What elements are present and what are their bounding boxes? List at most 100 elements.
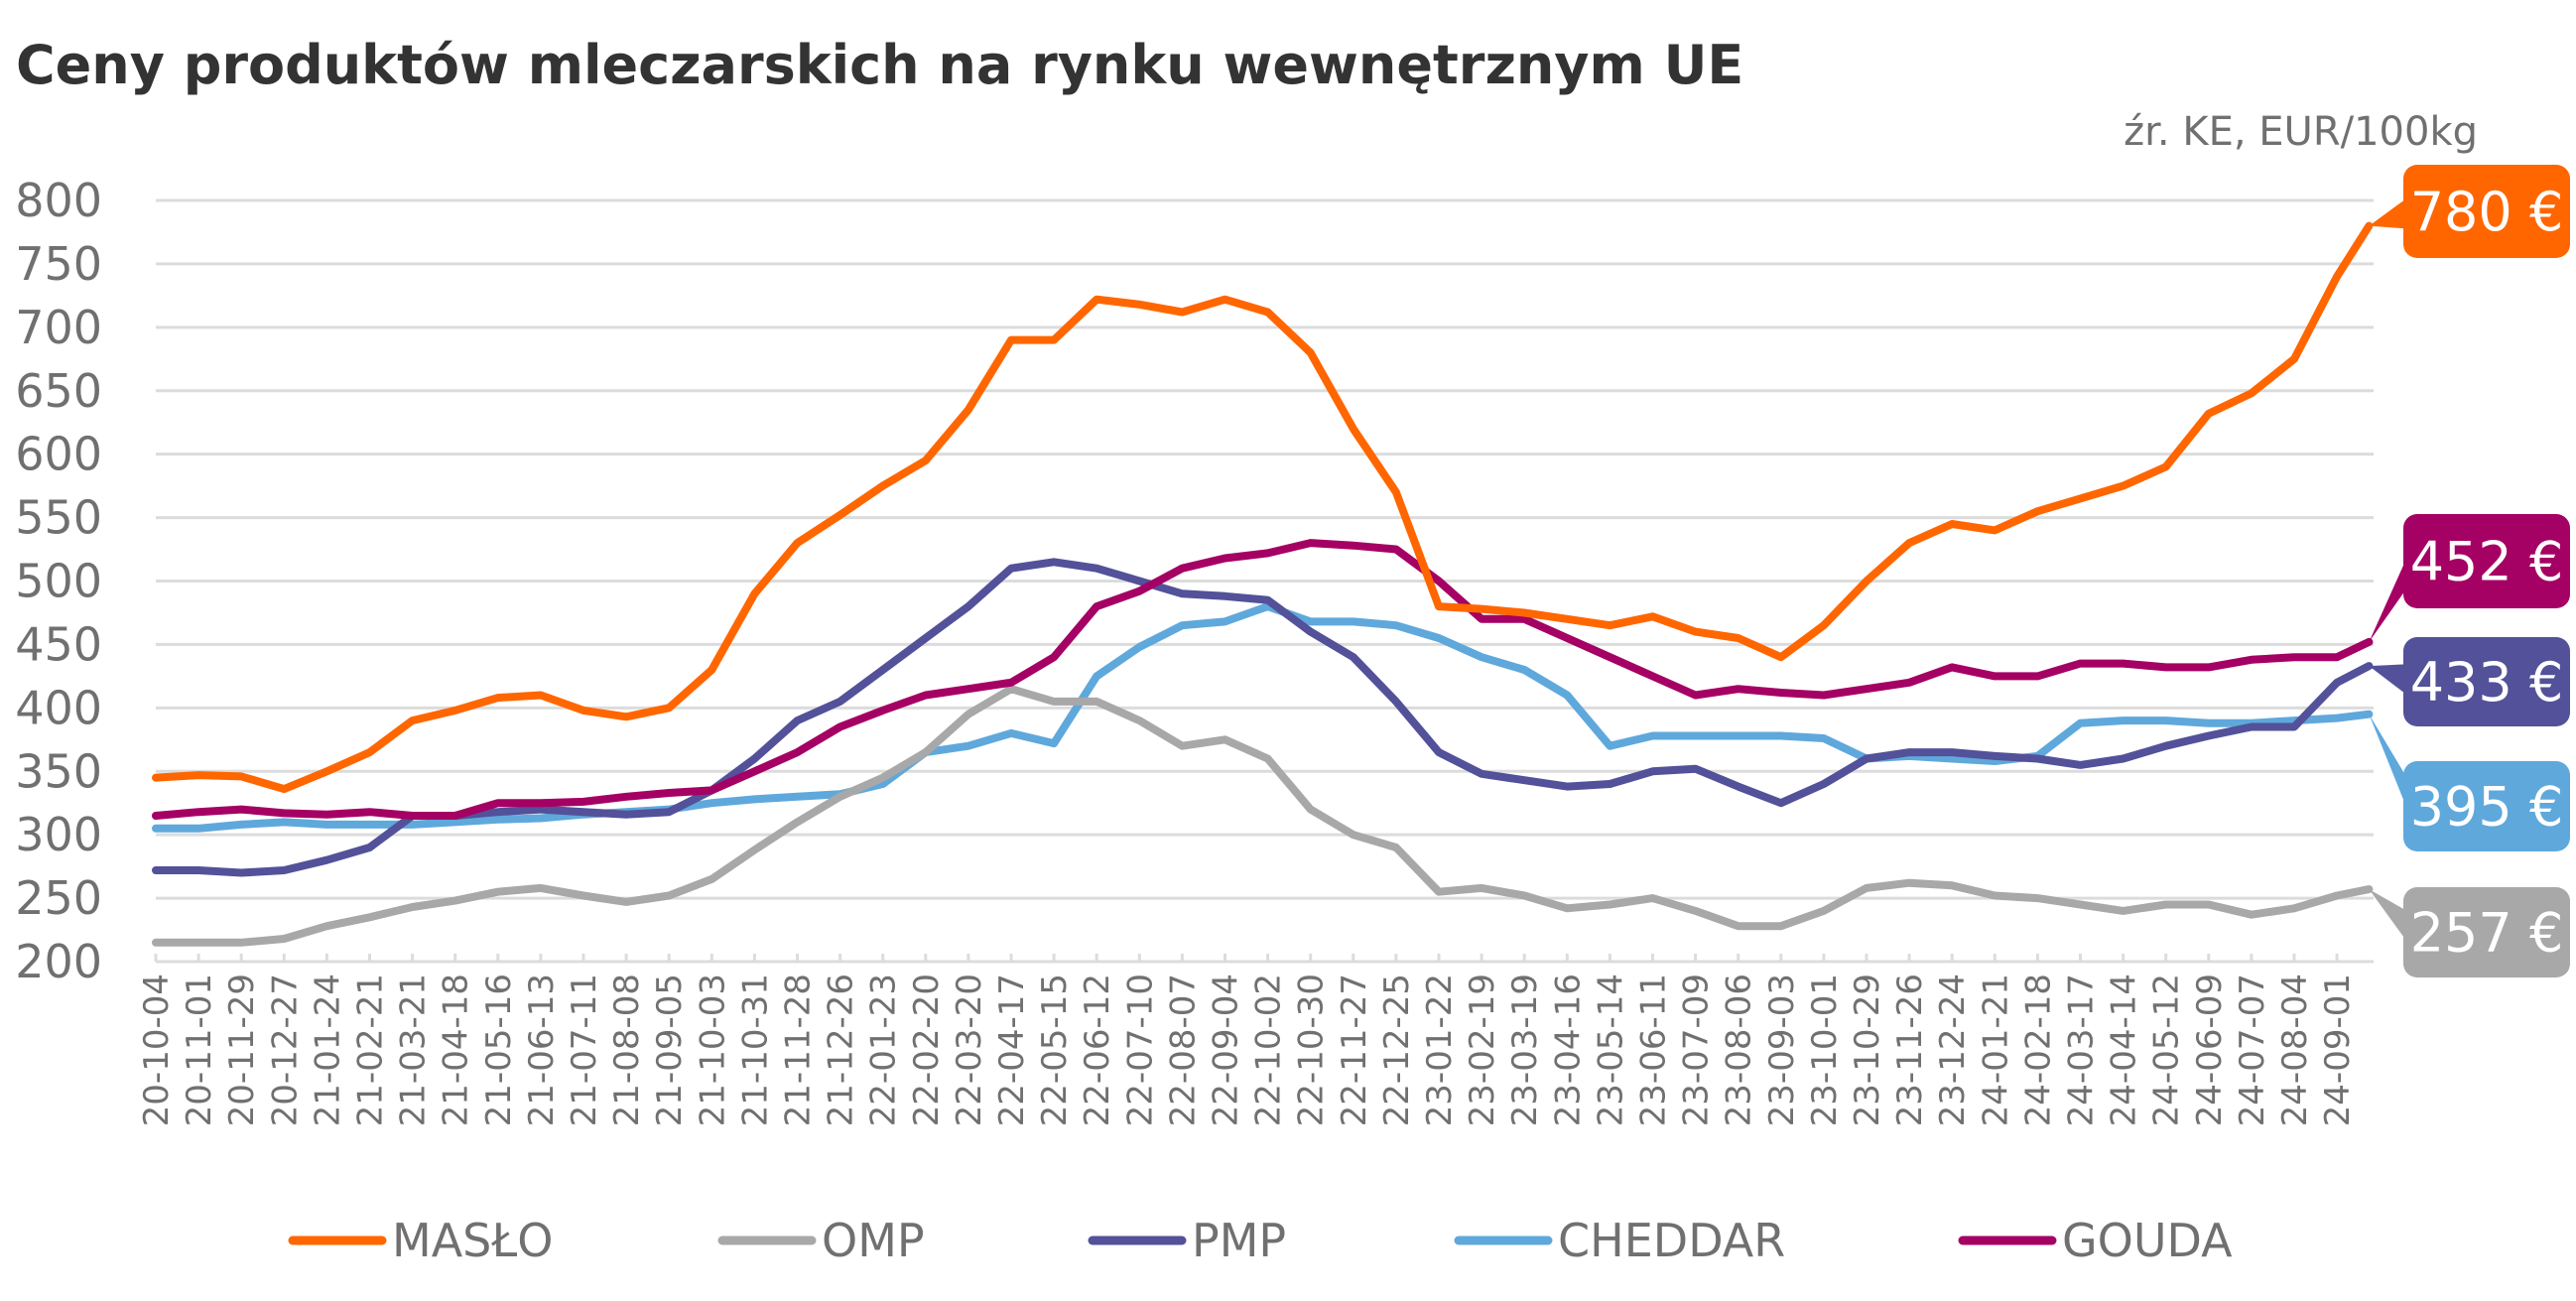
y-tick-label: 600	[15, 428, 102, 481]
x-tick-label: 23-05-14	[1591, 974, 1630, 1126]
x-tick-label: 22-09-04	[1207, 974, 1246, 1126]
end-value-callouts: 780 € 257 € 433 € 395 € 452 €	[2369, 165, 2570, 977]
legend: MASŁO OMP PMP CHEDDAR GOUDA	[288, 1214, 2233, 1267]
callout-gouda: 452 €	[2369, 514, 2570, 642]
x-tick-label: 21-01-24	[308, 974, 347, 1126]
callout-box	[2403, 761, 2570, 851]
x-tick-label: 24-03-17	[2062, 974, 2102, 1126]
series-line-pmp	[152, 558, 2374, 877]
series-line-omp	[152, 685, 2374, 947]
callout-value: 780 €	[2410, 181, 2564, 243]
source-note: źr. KE, EUR/100kg	[2124, 109, 2478, 155]
y-tick-label: 750	[15, 237, 102, 291]
x-tick-label: 23-10-01	[1805, 974, 1845, 1126]
x-tick-label: 22-12-25	[1377, 974, 1417, 1126]
callout-masło: 780 €	[2369, 165, 2570, 258]
x-tick-label: 22-10-02	[1249, 974, 1289, 1126]
series-line-masło	[152, 221, 2374, 794]
x-tick-label: 24-07-07	[2233, 974, 2272, 1126]
x-tick-label: 23-04-16	[1548, 974, 1588, 1126]
x-tick-label: 23-10-29	[1848, 974, 1887, 1126]
legend-label: MASŁO	[392, 1214, 553, 1267]
x-tick-label: 24-06-09	[2190, 974, 2230, 1126]
x-tick-label: 22-11-27	[1335, 974, 1374, 1126]
x-tick-label: 20-10-04	[137, 974, 177, 1126]
x-tick-label: 21-02-21	[351, 974, 391, 1126]
x-tick-label: 21-11-28	[779, 974, 819, 1126]
callout-pointer	[2369, 664, 2413, 700]
gridlines	[156, 198, 2374, 964]
x-tick-label: 23-07-09	[1677, 974, 1717, 1126]
x-tick-label: 23-11-26	[1890, 974, 1930, 1126]
series-line-cheddar	[152, 602, 2374, 833]
legend-item-omp: OMP	[717, 1214, 925, 1267]
x-tick-label: 20-11-01	[180, 974, 219, 1126]
x-tick-label: 21-08-08	[607, 974, 647, 1126]
x-tick-label: 22-01-23	[864, 974, 904, 1126]
x-tick-label: 21-12-26	[822, 974, 861, 1126]
x-tick-label: 23-06-11	[1634, 974, 1674, 1126]
legend-label: GOUDA	[2062, 1214, 2233, 1267]
x-tick-label: 21-04-18	[437, 974, 476, 1126]
callout-value: 452 €	[2410, 531, 2564, 593]
x-tick-label: 21-10-31	[735, 974, 775, 1126]
x-tick-label: 20-11-29	[222, 974, 262, 1126]
y-tick-label: 350	[15, 744, 102, 798]
legend-label: CHEDDAR	[1558, 1214, 1785, 1267]
y-tick-label: 500	[15, 555, 102, 608]
x-tick-label: 22-06-12	[1078, 974, 1117, 1126]
callout-value: 395 €	[2410, 776, 2564, 839]
x-tick-label: 22-05-15	[1035, 974, 1075, 1126]
x-tick-label: 24-09-01	[2318, 974, 2358, 1126]
x-tick-label: 24-05-12	[2147, 974, 2187, 1126]
y-tick-label: 550	[15, 491, 102, 545]
x-tick-label: 22-03-20	[950, 974, 989, 1126]
legend-label: PMP	[1192, 1214, 1286, 1267]
callout-pointer	[2369, 889, 2413, 951]
callout-omp: 257 €	[2369, 887, 2570, 977]
x-tick-label: 21-05-16	[479, 974, 519, 1126]
callout-pointer	[2369, 714, 2413, 825]
x-tick-label: 23-02-19	[1463, 974, 1502, 1126]
y-tick-label: 650	[15, 364, 102, 418]
callout-box	[2403, 637, 2570, 726]
callout-pmp: 433 €	[2369, 637, 2570, 726]
x-axis: 20-10-04 20-11-01 20-11-29 20-12-27 21-01-24…	[137, 954, 2374, 1126]
x-tick-label: 22-08-07	[1163, 974, 1203, 1126]
callout-pointer	[2369, 194, 2413, 229]
x-tick-label: 23-01-22	[1420, 974, 1460, 1126]
x-tick-label: 23-03-19	[1505, 974, 1545, 1126]
series-line-gouda	[152, 539, 2374, 820]
callout-value: 257 €	[2410, 902, 2564, 965]
x-tick-label: 23-12-24	[1933, 974, 1973, 1126]
x-tick-label: 24-02-18	[2018, 974, 2058, 1126]
y-tick-label: 700	[15, 301, 102, 354]
x-tick-label: 21-03-21	[394, 974, 434, 1126]
y-tick-label: 400	[15, 681, 102, 734]
y-tick-label: 300	[15, 808, 102, 861]
legend-item-masło: MASŁO	[288, 1214, 553, 1267]
x-tick-label: 21-09-05	[650, 974, 690, 1126]
x-tick-label: 24-08-04	[2275, 974, 2315, 1126]
x-tick-label: 21-06-13	[522, 974, 562, 1126]
legend-label: OMP	[822, 1214, 925, 1267]
legend-item-gouda: GOUDA	[1958, 1214, 2233, 1267]
x-tick-label: 22-02-20	[907, 974, 947, 1126]
callout-box	[2403, 165, 2570, 258]
callout-box	[2403, 887, 2570, 977]
chart-title: Ceny produktów mleczarskich na rynku wew…	[16, 34, 1743, 96]
x-tick-label: 23-08-06	[1720, 974, 1759, 1126]
x-tick-label: 20-12-27	[265, 974, 305, 1126]
y-tick-label: 250	[15, 871, 102, 925]
callout-box	[2403, 514, 2570, 608]
x-tick-label: 24-04-14	[2105, 974, 2144, 1126]
callout-value: 433 €	[2410, 651, 2564, 714]
x-tick-label: 23-09-03	[1762, 974, 1802, 1126]
x-tick-label: 22-10-30	[1292, 974, 1332, 1126]
x-tick-label: 21-10-03	[693, 974, 732, 1126]
y-tick-label: 800	[15, 174, 102, 227]
x-tick-label: 24-01-21	[1976, 974, 2015, 1126]
y-tick-label: 200	[15, 935, 102, 988]
callout-pointer	[2369, 543, 2413, 642]
legend-item-cheddar: CHEDDAR	[1454, 1214, 1785, 1267]
